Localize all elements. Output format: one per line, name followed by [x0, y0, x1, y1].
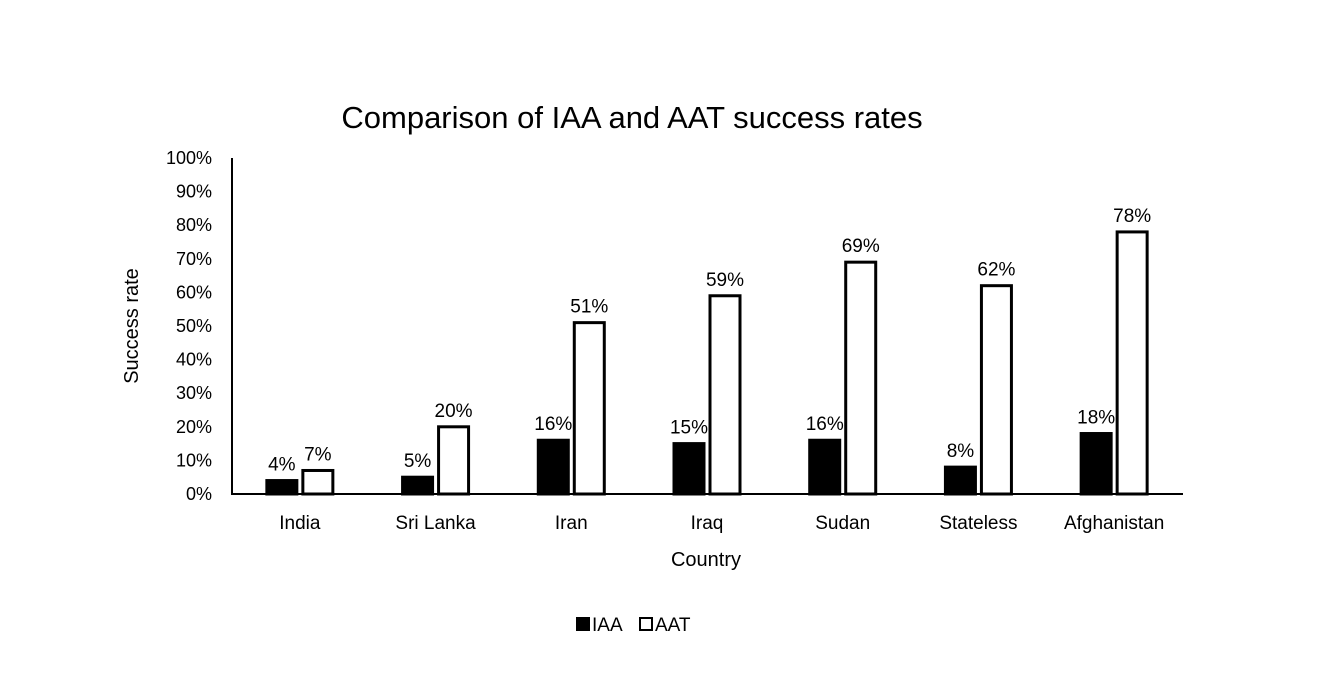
y-tick-label: 70%: [176, 249, 212, 269]
chart-title: Comparison of IAA and AAT success rates: [341, 100, 922, 135]
bar-iaa-iraq: [672, 442, 706, 496]
bar-iaa-sri-lanka: [401, 475, 435, 496]
data-label-iaa: 4%: [268, 455, 296, 476]
x-category-label: Afghanistan: [1064, 513, 1164, 534]
bar-aat-india: [301, 468, 335, 496]
data-label-aat: 62%: [977, 260, 1015, 281]
data-label-aat: 69%: [842, 236, 880, 257]
y-tick-label: 50%: [176, 316, 212, 336]
bar-aat-stateless: [979, 284, 1013, 496]
data-label-aat: 59%: [706, 270, 744, 291]
data-label-iaa: 5%: [404, 451, 432, 472]
bar-aat-afghanistan: [1115, 230, 1149, 496]
y-tick-label: 100%: [166, 148, 212, 168]
data-label-aat: 78%: [1113, 206, 1151, 227]
y-tick-label: 10%: [176, 450, 212, 470]
data-label-iaa: 8%: [947, 441, 975, 462]
x-category-label: Iraq: [691, 513, 724, 534]
x-axis-category-labels: India Sri Lanka Iran Iraq Sudan Stateless Afgh…: [279, 513, 1164, 534]
x-category-label: Sudan: [815, 513, 870, 534]
y-axis-ticks: 0% 10% 20% 30% 40% 50% 60% 70% 80% 90% 100%: [166, 148, 212, 504]
y-tick-label: 40%: [176, 350, 212, 370]
legend-label-iaa: IAA: [592, 615, 623, 636]
data-label-aat: 20%: [435, 401, 473, 422]
legend-swatch-aat: [639, 617, 653, 631]
bar-iaa-iran: [536, 438, 570, 496]
legend-label-aat: AAT: [655, 615, 691, 636]
bar-aat-sudan: [844, 260, 878, 496]
x-axis-label: Country: [671, 549, 741, 571]
bar-iaa-india: [265, 479, 299, 496]
data-label-iaa: 16%: [534, 414, 572, 435]
data-label-iaa: 18%: [1077, 408, 1115, 429]
y-tick-label: 80%: [176, 215, 212, 235]
y-axis-label: Success rate: [121, 268, 143, 384]
x-category-label: India: [279, 513, 321, 534]
data-label-aat: 51%: [570, 297, 608, 318]
bar-iaa-stateless: [943, 465, 977, 496]
bar-aat-iran: [572, 321, 606, 496]
legend: IAA AAT: [576, 615, 691, 636]
bar-iaa-sudan: [808, 438, 842, 496]
bar-aat-iraq: [708, 294, 742, 496]
bars-group: [265, 230, 1149, 496]
y-tick-label: 90%: [176, 182, 212, 202]
bar-iaa-afghanistan: [1079, 432, 1113, 496]
data-label-iaa: 16%: [806, 414, 844, 435]
y-tick-label: 0%: [186, 484, 212, 504]
bar-aat-sri-lanka: [437, 425, 471, 496]
data-labels-group: 4% 7% 5% 20% 16% 51% 15% 59% 16% 69% 8% 62% 18% 78%: [268, 206, 1151, 476]
x-category-label: Iran: [555, 513, 588, 534]
legend-swatch-iaa: [576, 617, 590, 631]
x-category-label: Stateless: [939, 513, 1017, 534]
y-tick-label: 60%: [176, 282, 212, 302]
data-label-iaa: 15%: [670, 418, 708, 439]
y-tick-label: 30%: [176, 383, 212, 403]
x-category-label: Sri Lanka: [395, 513, 476, 534]
data-label-aat: 7%: [304, 444, 332, 465]
y-tick-label: 20%: [176, 417, 212, 437]
